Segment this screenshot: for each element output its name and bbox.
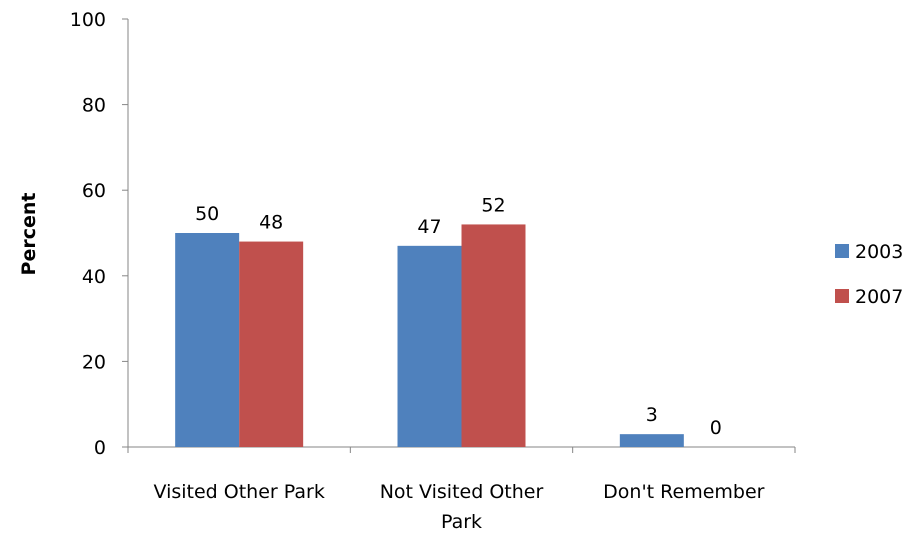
legend-label: 2003 (855, 241, 903, 263)
y-tick-label: 60 (82, 180, 106, 202)
x-category-label: Don't Remember (603, 481, 765, 503)
legend-label: 2007 (855, 286, 903, 308)
data-label: 48 (259, 212, 283, 234)
y-tick-label: 80 (82, 95, 106, 117)
bar-2003-1 (397, 245, 462, 447)
bar-2007-0 (239, 241, 304, 447)
y-tick-label: 0 (94, 437, 106, 459)
y-axis: 0 20 40 60 80 100 (70, 9, 129, 459)
y-tick-label: 100 (70, 9, 106, 31)
data-label: 0 (710, 417, 722, 439)
legend-swatch (835, 289, 849, 303)
bar-2003-0 (175, 233, 240, 447)
data-label: 3 (646, 404, 658, 426)
x-axis: Visited Other Park Not Visited Other Park D… (127, 446, 796, 533)
y-tick-label: 20 (82, 351, 106, 373)
data-label: 47 (417, 216, 441, 238)
data-labels: 50 48 47 52 3 0 (195, 194, 722, 439)
bar-2003-2 (619, 434, 684, 447)
y-axis-title: Percent (18, 193, 40, 276)
data-label: 52 (481, 194, 505, 216)
y-tick-label: 40 (82, 266, 106, 288)
data-label: 50 (195, 203, 219, 225)
x-category-label: Visited Other Park (154, 481, 325, 503)
x-category-label: Not Visited Other Park (380, 481, 544, 533)
legend-swatch (835, 244, 849, 258)
bar-2007-1 (461, 224, 526, 447)
legend: 2003 2007 (835, 241, 903, 308)
bars (175, 224, 684, 447)
